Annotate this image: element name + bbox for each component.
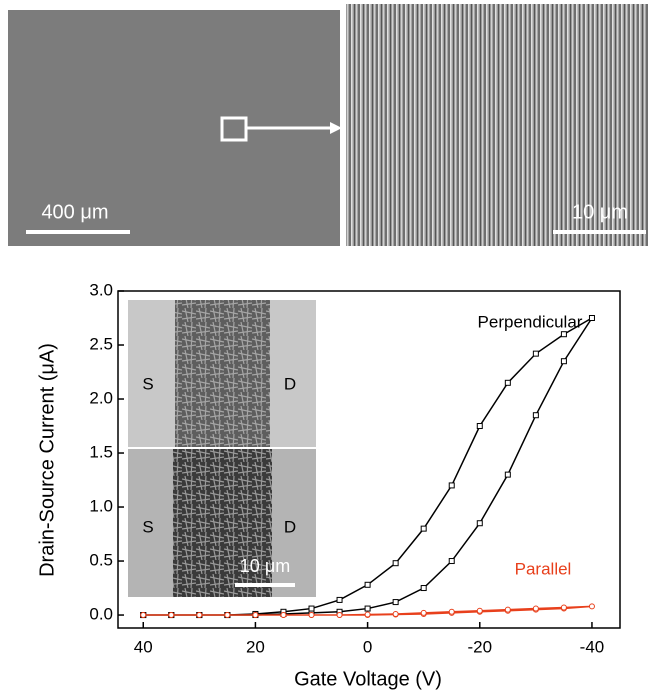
marker xyxy=(224,612,231,619)
marker xyxy=(140,612,147,619)
inset: S D S D 10 μm xyxy=(128,300,316,597)
scale-label: 10 μm xyxy=(572,201,628,223)
marker xyxy=(420,525,427,532)
y-tick-label: 2.0 xyxy=(89,388,113,407)
marker xyxy=(476,607,483,614)
scale-label: 10 μm xyxy=(240,556,290,576)
marker xyxy=(532,605,539,612)
marker xyxy=(504,606,511,613)
electrode-label: D xyxy=(284,374,296,393)
electrode-label: S xyxy=(142,374,153,393)
x-tick-label: -20 xyxy=(467,637,492,656)
annotation: Parallel xyxy=(515,559,572,578)
marker xyxy=(448,482,455,489)
y-tick-label: 3.0 xyxy=(89,280,113,299)
y-tick-label: 0.5 xyxy=(89,551,113,570)
marker xyxy=(476,520,483,527)
marker xyxy=(420,585,427,592)
marker xyxy=(448,558,455,565)
y-tick-label: 0.0 xyxy=(89,605,113,624)
marker xyxy=(336,596,343,603)
electrode-label: S xyxy=(142,517,153,536)
marker xyxy=(308,605,315,612)
marker xyxy=(392,560,399,567)
marker xyxy=(420,609,427,616)
marker xyxy=(364,611,371,618)
marker xyxy=(448,608,455,615)
sem-images: 400 μm 10 μm xyxy=(8,4,648,246)
plot-frame xyxy=(117,290,621,629)
x-axis-title: Gate Voltage (V) xyxy=(294,668,442,690)
marker xyxy=(588,603,595,610)
marker xyxy=(476,423,483,430)
marker xyxy=(336,612,343,619)
arrow-head xyxy=(330,122,342,134)
y-tick-label: 1.0 xyxy=(89,497,113,516)
marker xyxy=(560,331,567,338)
electrode-label: D xyxy=(284,517,296,536)
marker xyxy=(308,612,315,619)
sem-right xyxy=(346,4,648,246)
marker xyxy=(196,612,203,619)
marker xyxy=(504,379,511,386)
marker xyxy=(588,315,595,322)
marker xyxy=(560,358,567,365)
x-tick-label: 40 xyxy=(134,637,153,656)
marker xyxy=(168,612,175,619)
channel xyxy=(173,449,272,597)
x-tick-label: 20 xyxy=(246,637,265,656)
marker xyxy=(532,350,539,357)
y-tick-label: 1.5 xyxy=(89,443,113,462)
channel xyxy=(175,300,270,447)
marker xyxy=(392,599,399,606)
scale-label: 400 μm xyxy=(41,201,108,223)
marker xyxy=(560,604,567,611)
marker xyxy=(532,412,539,419)
x-tick-label: -40 xyxy=(580,637,605,656)
y-tick-label: 2.5 xyxy=(89,334,113,353)
marker xyxy=(504,471,511,478)
annotation: Perpendicular xyxy=(478,312,583,331)
marker xyxy=(392,610,399,617)
marker xyxy=(364,605,371,612)
x-tick-label: 0 xyxy=(363,637,372,656)
y-axis-title: Drain-Source Current (μA) xyxy=(36,343,58,577)
marker xyxy=(280,612,287,619)
marker xyxy=(364,581,371,588)
marker xyxy=(252,612,259,619)
